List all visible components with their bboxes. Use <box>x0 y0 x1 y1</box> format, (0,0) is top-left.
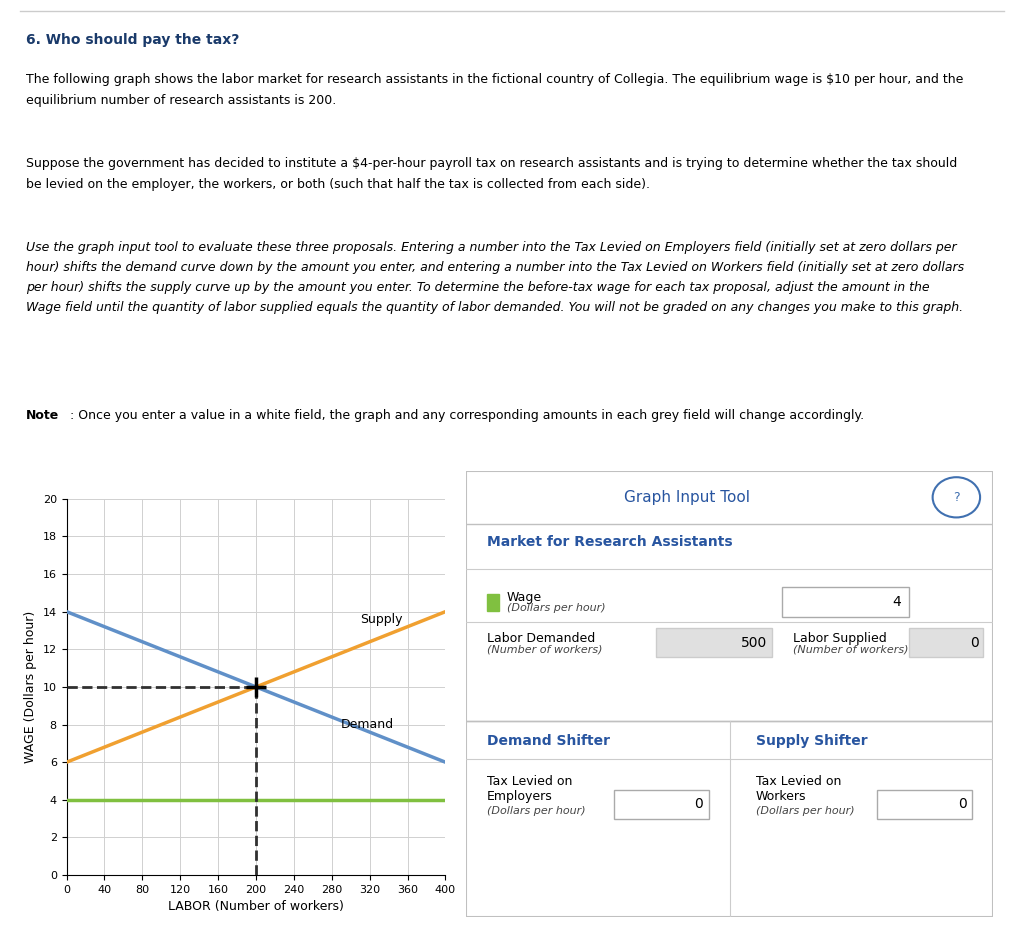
Text: : Once you enter a value in a white field, the graph and any corresponding amoun: : Once you enter a value in a white fiel… <box>70 409 864 423</box>
Text: (Dollars per hour): (Dollars per hour) <box>756 806 855 816</box>
FancyBboxPatch shape <box>782 587 909 617</box>
FancyBboxPatch shape <box>613 790 709 819</box>
Text: 0: 0 <box>970 635 979 649</box>
Y-axis label: WAGE (Dollars per hour): WAGE (Dollars per hour) <box>25 611 37 763</box>
Text: Supply: Supply <box>360 613 402 626</box>
Text: (Dollars per hour): (Dollars per hour) <box>487 806 586 816</box>
Text: 0: 0 <box>958 797 967 811</box>
FancyBboxPatch shape <box>466 470 993 917</box>
Text: (Dollars per hour): (Dollars per hour) <box>507 603 605 613</box>
Text: 4: 4 <box>892 595 901 609</box>
FancyBboxPatch shape <box>26 454 998 934</box>
Text: 6. Who should pay the tax?: 6. Who should pay the tax? <box>26 33 239 47</box>
X-axis label: LABOR (Number of workers): LABOR (Number of workers) <box>168 901 344 914</box>
Text: The following graph shows the labor market for research assistants in the fictio: The following graph shows the labor mark… <box>26 73 963 107</box>
Text: Suppose the government has decided to institute a $4-per-hour payroll tax on res: Suppose the government has decided to in… <box>26 157 956 191</box>
Text: (Number of workers): (Number of workers) <box>487 645 602 654</box>
Text: 500: 500 <box>741 635 768 649</box>
Text: Labor Supplied: Labor Supplied <box>793 631 887 645</box>
Text: Market for Research Assistants: Market for Research Assistants <box>487 535 732 549</box>
Text: Note: Note <box>26 409 58 423</box>
Bar <box>487 595 499 612</box>
Text: Demand Shifter: Demand Shifter <box>487 734 610 748</box>
Text: Employers: Employers <box>487 790 553 804</box>
Text: Workers: Workers <box>756 790 807 804</box>
FancyBboxPatch shape <box>909 629 983 658</box>
Text: ?: ? <box>953 491 959 503</box>
Text: Use the graph input tool to evaluate these three proposals. Entering a number in: Use the graph input tool to evaluate the… <box>26 241 964 314</box>
Text: Supply Shifter: Supply Shifter <box>756 734 867 748</box>
FancyBboxPatch shape <box>655 629 772 658</box>
Text: Tax Levied on: Tax Levied on <box>756 774 842 788</box>
Text: 0: 0 <box>694 797 703 811</box>
FancyBboxPatch shape <box>878 790 972 819</box>
Text: Wage: Wage <box>507 591 542 604</box>
Text: Labor Demanded: Labor Demanded <box>487 631 595 645</box>
Text: Graph Input Tool: Graph Input Tool <box>625 490 751 504</box>
Text: (Number of workers): (Number of workers) <box>793 645 908 654</box>
Text: Demand: Demand <box>341 718 394 731</box>
Text: Tax Levied on: Tax Levied on <box>487 774 572 788</box>
